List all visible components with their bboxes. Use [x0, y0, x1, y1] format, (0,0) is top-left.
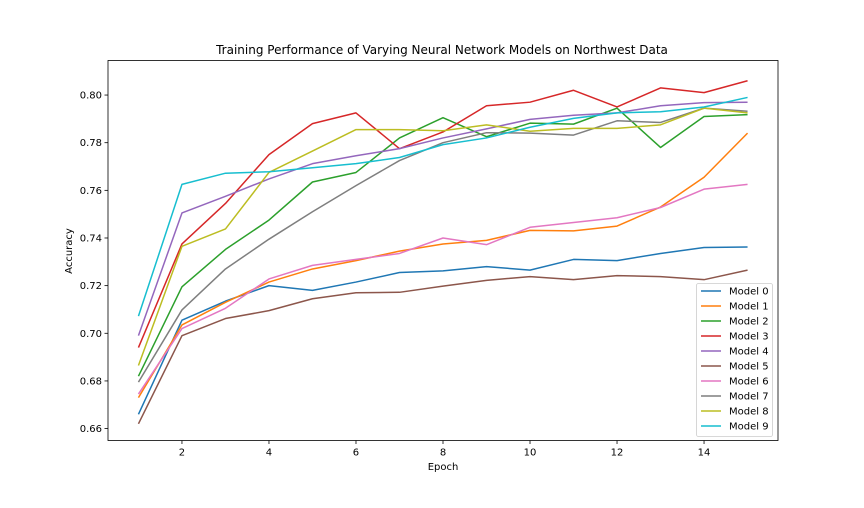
legend-label-model-9: Model 9 [729, 422, 769, 433]
x-axis-label: Epoch [428, 462, 459, 473]
series-line-model-8 [137, 107, 748, 366]
y-axis: 0.66 0.68 0.70 0.72 0.74 0.76 0.78 0.80 [80, 91, 108, 435]
y-tick-label: 0.76 [80, 186, 102, 197]
series-line-model-1 [137, 132, 749, 399]
legend-label-model-4: Model 4 [729, 347, 769, 358]
y-tick-label: 0.72 [80, 281, 102, 292]
x-tick-label: 14 [698, 448, 711, 459]
legend-label-model-3: Model 3 [729, 332, 769, 343]
y-tick-label: 0.80 [80, 91, 102, 102]
legend-label-model-6: Model 6 [729, 377, 769, 388]
y-tick-label: 0.66 [80, 424, 102, 435]
x-tick-label: 8 [440, 448, 446, 459]
y-tick-label: 0.68 [80, 376, 102, 387]
series-line-model-5 [137, 269, 748, 425]
x-tick-label: 2 [179, 448, 185, 459]
series-line-model-6 [137, 183, 748, 395]
legend-label-model-5: Model 5 [729, 362, 769, 373]
x-tick-label: 4 [266, 448, 272, 459]
x-tick-label: 6 [353, 448, 359, 459]
series-line-model-3 [137, 80, 748, 348]
legend-label-model-1: Model 1 [729, 302, 769, 313]
y-tick-label: 0.74 [80, 233, 102, 244]
legend-label-model-8: Model 8 [729, 407, 769, 418]
chart-title: Training Performance of Varying Neural N… [215, 43, 668, 57]
legend: Model 0 Model 1 Model 2 Model 3 Model 4 Model… [696, 283, 773, 437]
series-line-model-4 [137, 101, 748, 336]
x-tick-label: 10 [524, 448, 537, 459]
plot-area [107, 60, 779, 441]
legend-label-model-0: Model 0 [729, 287, 769, 298]
y-tick-label: 0.78 [80, 138, 102, 149]
series-group [137, 80, 749, 425]
series-line-model-9 [137, 96, 748, 317]
x-tick-label: 12 [611, 448, 624, 459]
y-tick-label: 0.70 [80, 329, 102, 340]
y-axis-label: Accuracy [64, 228, 75, 274]
series-line-model-7 [137, 107, 748, 383]
series-line-model-2 [137, 107, 748, 377]
x-axis: 2 4 6 8 10 12 14 [179, 440, 711, 459]
legend-label-model-7: Model 7 [729, 392, 769, 403]
legend-label-model-2: Model 2 [729, 317, 769, 328]
